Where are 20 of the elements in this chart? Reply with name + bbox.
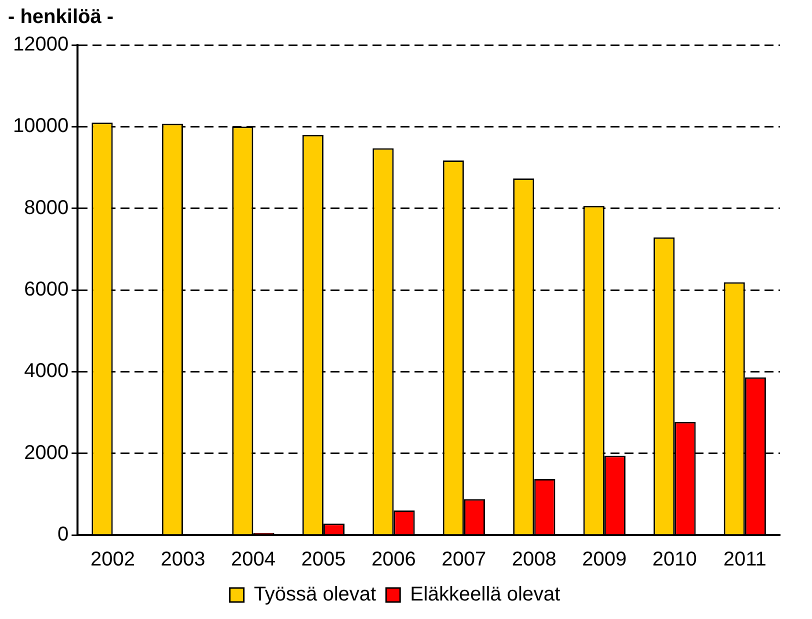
- y-tick-label: 0: [57, 524, 69, 546]
- x-tick-label: 2008: [512, 548, 556, 571]
- x-tick-label: 2002: [90, 548, 135, 571]
- x-tick-label: 2009: [582, 548, 627, 571]
- legend-label: Työssä olevat: [254, 584, 377, 606]
- x-tick-label: 2007: [442, 548, 486, 571]
- y-tick-label: 12000: [12, 34, 69, 56]
- y-tick-label: 10000: [12, 115, 69, 138]
- chart-title: - henkilöä -: [8, 6, 114, 29]
- y-tick-label: 4000: [24, 360, 69, 382]
- y-tick-label: 6000: [24, 278, 69, 301]
- x-tick-label: 2011: [723, 548, 766, 571]
- legend-label: Eläkkeellä olevat: [410, 584, 561, 606]
- x-tick-label: 2003: [160, 548, 206, 571]
- x-tick-label: 2004: [230, 548, 276, 571]
- x-tick-label: 2010: [652, 548, 697, 571]
- x-tick-label: 2005: [301, 548, 346, 571]
- y-tick-label: 2000: [24, 442, 69, 464]
- y-tick-label: 8000: [24, 196, 69, 219]
- x-tick-label: 2006: [371, 548, 416, 571]
